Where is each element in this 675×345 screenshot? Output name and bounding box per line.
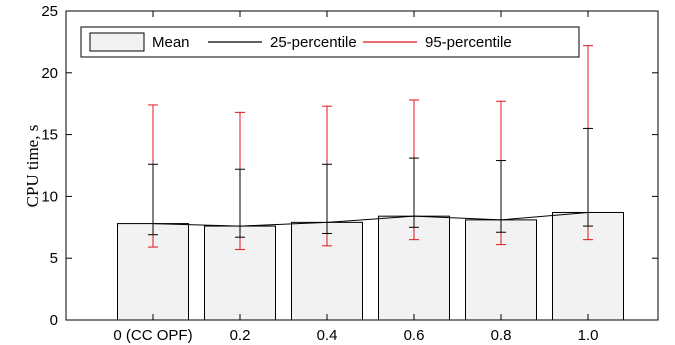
x-tick-label-2: 0.2 bbox=[230, 327, 251, 344]
y-tick-label-15: 15 bbox=[41, 127, 58, 144]
mean-line-layer bbox=[152, 211, 589, 227]
axes-layer: 0 5 10 15 20 25 0 (CC OPF) 0.2 0.4 0.6 0.8 1.0 bbox=[41, 3, 659, 344]
y-tick-label-5: 5 bbox=[50, 250, 58, 267]
y-tick-label-10: 10 bbox=[41, 188, 58, 205]
legend-swatch-mean bbox=[89, 32, 145, 52]
x-tick-label-5: 0.8 bbox=[491, 327, 512, 344]
legend-label-mean: Mean bbox=[152, 34, 190, 51]
error-bar-25-1 bbox=[148, 163, 158, 236]
legend-label-25-percentile: 25-percentile bbox=[270, 34, 357, 51]
y-tick-label-0: 0 bbox=[50, 312, 58, 329]
error-bar-25-4 bbox=[409, 157, 419, 228]
error-bar-25-2 bbox=[235, 168, 245, 238]
x-tick-label-1: 0 (CC OPF) bbox=[113, 327, 192, 344]
y-axis-label: CPU time, s bbox=[23, 125, 42, 208]
legend: Mean 25-percentile 95-percentile bbox=[80, 26, 580, 58]
legend-box bbox=[80, 26, 580, 58]
x-tick-label-4: 0.6 bbox=[404, 327, 425, 344]
x-tick-label-3: 0.4 bbox=[317, 327, 338, 344]
error-bars-layer bbox=[148, 45, 593, 251]
error-bar-25-5 bbox=[496, 160, 506, 233]
mean-line bbox=[152, 211, 589, 227]
error-bar-25-3 bbox=[322, 163, 332, 234]
y-tick-label-20: 20 bbox=[41, 65, 58, 82]
x-tick-label-6: 1.0 bbox=[578, 327, 599, 344]
y-tick-label-25: 25 bbox=[41, 3, 58, 20]
legend-label-95-percentile: 95-percentile bbox=[425, 34, 512, 51]
plot-frame bbox=[65, 10, 659, 321]
error-bar-25-6 bbox=[583, 127, 593, 227]
bars-layer bbox=[117, 211, 624, 321]
